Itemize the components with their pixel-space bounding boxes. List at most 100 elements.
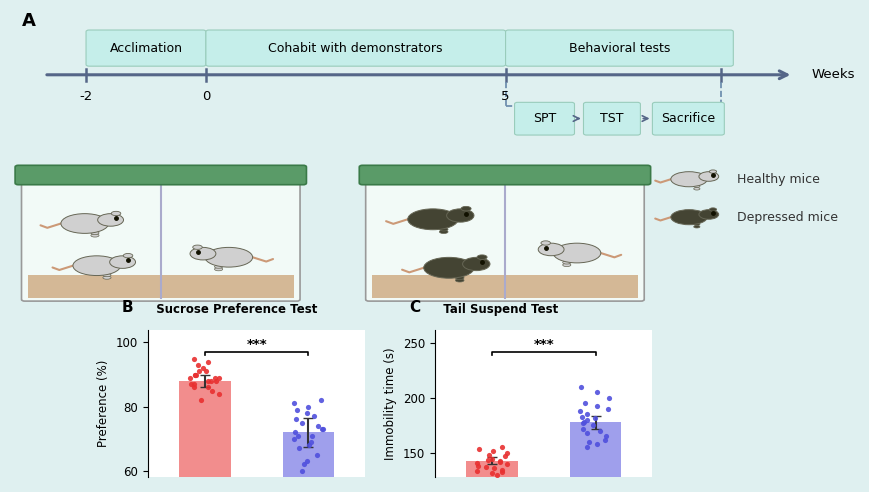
Point <box>194 396 208 404</box>
Point <box>208 374 222 382</box>
Point <box>598 432 612 440</box>
Point <box>196 364 209 372</box>
Point <box>198 368 212 375</box>
Text: ***: *** <box>246 338 267 351</box>
Text: 0: 0 <box>202 90 209 103</box>
Text: 5: 5 <box>501 90 509 103</box>
Point <box>187 355 201 363</box>
Text: B: B <box>122 301 133 315</box>
FancyBboxPatch shape <box>206 30 505 66</box>
Ellipse shape <box>562 261 570 264</box>
Ellipse shape <box>708 170 716 173</box>
Ellipse shape <box>698 210 718 219</box>
Ellipse shape <box>439 230 448 234</box>
Y-axis label: Preference (%): Preference (%) <box>97 360 110 447</box>
Point <box>487 464 501 472</box>
Ellipse shape <box>693 187 700 190</box>
Point <box>212 374 226 382</box>
Point <box>574 413 588 421</box>
Point <box>299 409 313 417</box>
Point <box>579 444 593 452</box>
Point <box>191 368 205 375</box>
FancyBboxPatch shape <box>22 180 300 301</box>
FancyBboxPatch shape <box>86 30 206 66</box>
FancyBboxPatch shape <box>583 102 640 135</box>
Point <box>600 405 614 413</box>
Text: Healthy mice: Healthy mice <box>736 173 819 185</box>
Point <box>304 438 318 446</box>
Ellipse shape <box>61 214 109 233</box>
Ellipse shape <box>670 172 706 187</box>
Point <box>589 401 603 409</box>
Point <box>500 460 514 468</box>
Point <box>494 465 507 473</box>
Ellipse shape <box>97 214 123 226</box>
Ellipse shape <box>103 276 111 279</box>
Point <box>581 438 595 446</box>
Bar <box>282 432 334 492</box>
Y-axis label: Immobility time (s): Immobility time (s) <box>384 347 397 460</box>
Ellipse shape <box>193 245 202 249</box>
Point <box>292 444 306 452</box>
Point <box>490 471 504 479</box>
Point <box>478 463 492 471</box>
Bar <box>179 381 230 492</box>
Ellipse shape <box>693 225 700 228</box>
Ellipse shape <box>215 268 222 271</box>
FancyBboxPatch shape <box>359 165 650 184</box>
Point <box>204 377 218 385</box>
Text: Depressed mice: Depressed mice <box>736 211 837 224</box>
Ellipse shape <box>693 223 700 225</box>
Text: ***: *** <box>533 338 554 351</box>
Point <box>191 361 205 369</box>
Point <box>484 469 498 477</box>
Point <box>188 370 202 378</box>
Ellipse shape <box>708 208 716 211</box>
Ellipse shape <box>408 209 458 230</box>
Ellipse shape <box>698 172 718 181</box>
Bar <box>28 275 294 298</box>
Point <box>494 468 508 476</box>
FancyBboxPatch shape <box>514 102 574 135</box>
Point <box>201 358 215 366</box>
Point <box>287 435 301 443</box>
Ellipse shape <box>454 276 463 279</box>
FancyBboxPatch shape <box>652 102 724 135</box>
Ellipse shape <box>215 265 222 268</box>
Point <box>598 436 612 444</box>
Point <box>289 406 303 414</box>
Ellipse shape <box>562 263 570 267</box>
Point <box>201 383 215 391</box>
Point <box>578 400 592 407</box>
Text: Sucrose Preference Test: Sucrose Preference Test <box>148 303 317 316</box>
Ellipse shape <box>541 241 550 245</box>
Point <box>304 431 318 439</box>
Ellipse shape <box>538 243 563 256</box>
Point <box>498 452 512 460</box>
Point <box>315 425 329 433</box>
Bar <box>569 422 620 492</box>
FancyBboxPatch shape <box>15 165 306 184</box>
Ellipse shape <box>123 253 133 258</box>
Point <box>579 416 593 424</box>
Point <box>485 447 499 455</box>
Point <box>484 455 498 462</box>
Point <box>593 427 607 435</box>
Point <box>301 403 315 411</box>
Text: C: C <box>408 301 420 315</box>
Point <box>574 383 587 391</box>
Ellipse shape <box>73 256 121 276</box>
Text: Weeks: Weeks <box>810 68 853 81</box>
Point <box>205 387 219 395</box>
Text: Cohabit with demonstrators: Cohabit with demonstrators <box>269 42 442 55</box>
Point <box>481 451 495 459</box>
Point <box>472 445 486 453</box>
Ellipse shape <box>111 212 121 215</box>
Point <box>187 383 201 391</box>
Text: CON: CON <box>78 169 107 182</box>
Point <box>577 418 591 426</box>
Point <box>187 380 201 388</box>
Point <box>288 429 302 436</box>
Ellipse shape <box>476 255 487 259</box>
Point <box>315 425 329 433</box>
